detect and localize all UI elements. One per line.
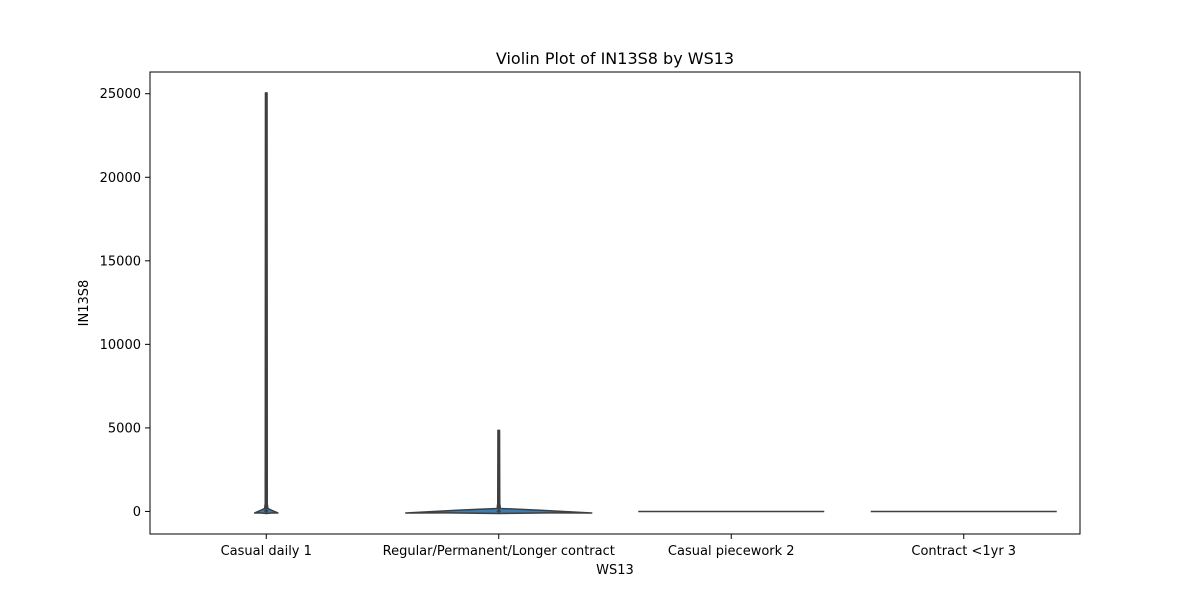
plot-layer bbox=[253, 92, 1057, 515]
y-tick-label: 20000 bbox=[100, 171, 141, 186]
x-axis: Casual daily 1 Regular/Permanent/Longer c… bbox=[221, 534, 1016, 559]
y-axis-label: IN13S8 bbox=[77, 280, 92, 327]
y-tick-label: 10000 bbox=[100, 338, 141, 353]
violin-iqr-box bbox=[264, 510, 269, 512]
y-tick-label: 5000 bbox=[108, 421, 141, 436]
violin-0 bbox=[253, 92, 279, 515]
y-tick-label: 15000 bbox=[100, 254, 141, 269]
x-axis-label: WS13 bbox=[596, 563, 634, 578]
plot-frame bbox=[149, 71, 1081, 535]
chart-title: Violin Plot of IN13S8 by WS13 bbox=[496, 49, 734, 68]
x-tick-label: Casual piecework 2 bbox=[668, 544, 795, 559]
y-tick-label: 0 bbox=[133, 505, 141, 520]
x-tick-label: Regular/Permanent/Longer contract bbox=[383, 544, 615, 559]
violin-1 bbox=[405, 429, 593, 515]
violin-iqr-box bbox=[496, 510, 501, 512]
y-tick-label: 25000 bbox=[100, 87, 141, 102]
x-tick-label: Casual daily 1 bbox=[221, 544, 312, 559]
x-tick-label: Contract <1yr 3 bbox=[911, 544, 1016, 559]
y-axis: 0 5000 10000 15000 20000 25000 bbox=[100, 87, 150, 520]
